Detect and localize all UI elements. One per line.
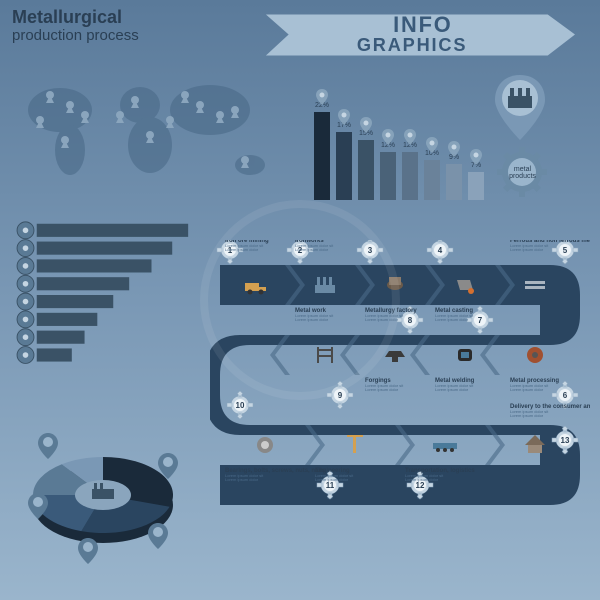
svg-text:Lorem ipsum dolor: Lorem ipsum dolor xyxy=(225,477,259,482)
svg-text:13: 13 xyxy=(561,436,570,445)
page-title: Metallurgical production process xyxy=(12,8,139,44)
top-bar-chart: 22% 17% 15% 12% 12% 10% 9% 7% xyxy=(310,85,490,205)
svg-text:5: 5 xyxy=(563,246,568,255)
svg-text:Lorem ipsum dolor: Lorem ipsum dolor xyxy=(510,413,544,418)
left-bar-chart xyxy=(8,220,208,370)
factory-pin-icon xyxy=(490,70,550,145)
svg-text:Lorem ipsum dolor: Lorem ipsum dolor xyxy=(315,477,349,482)
svg-text:6: 6 xyxy=(563,391,568,400)
svg-text:Lorem ipsum dolor: Lorem ipsum dolor xyxy=(435,317,469,322)
banner-text1: INFO xyxy=(393,12,452,37)
title-line1: Metallurgical xyxy=(12,8,139,28)
svg-text:11: 11 xyxy=(326,481,335,490)
svg-text:12: 12 xyxy=(416,481,425,490)
gear-label2: products xyxy=(509,173,536,180)
gear-badge: metal products xyxy=(495,145,550,200)
svg-text:Lorem ipsum dolor: Lorem ipsum dolor xyxy=(435,387,469,392)
svg-text:4: 4 xyxy=(438,246,443,255)
svg-text:Lorem ipsum dolor: Lorem ipsum dolor xyxy=(510,387,544,392)
banner-text2: GRAPHICS xyxy=(357,35,467,55)
gear-label1: metal xyxy=(509,166,536,173)
watermark xyxy=(200,200,400,400)
banner-arrow: INFO GRAPHICS xyxy=(250,10,600,60)
world-map xyxy=(10,65,290,205)
svg-text:Lorem ipsum dolor: Lorem ipsum dolor xyxy=(365,387,399,392)
pie-chart xyxy=(8,395,198,585)
svg-text:Lorem ipsum dolor: Lorem ipsum dolor xyxy=(510,247,544,252)
svg-text:8: 8 xyxy=(408,316,413,325)
svg-text:10: 10 xyxy=(236,401,245,410)
svg-text:Lorem ipsum dolor: Lorem ipsum dolor xyxy=(405,477,439,482)
svg-text:7: 7 xyxy=(478,316,483,325)
title-line2: production process xyxy=(12,28,139,45)
svg-text:9: 9 xyxy=(338,391,343,400)
